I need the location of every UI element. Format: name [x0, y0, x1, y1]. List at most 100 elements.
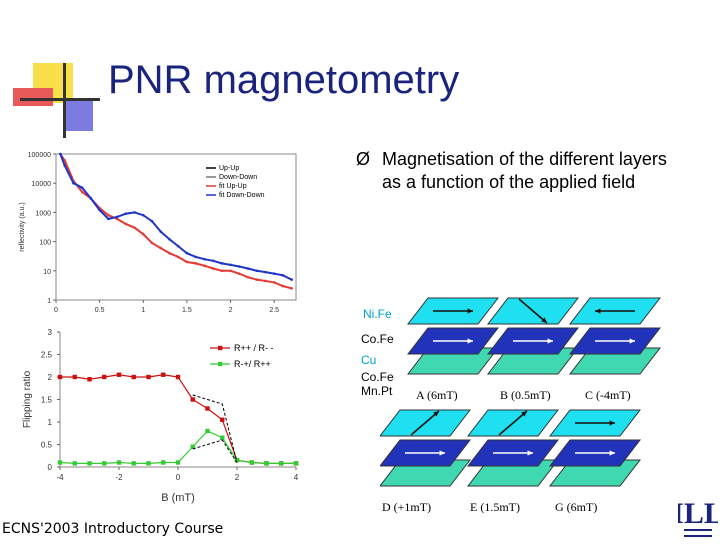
x-tick-label: -4	[56, 473, 64, 482]
title-deco-red-square	[13, 88, 53, 106]
magnetization-arrow-top-head	[595, 308, 601, 314]
data-point	[175, 374, 181, 380]
layer-label-nife: Ni.Fe	[363, 307, 392, 321]
page-title: PNR magnetometry	[108, 58, 460, 102]
footer-text: ECNS'2003 Introductory Course	[2, 521, 224, 537]
legend-entry: Down-Down	[219, 174, 257, 181]
data-point	[98, 208, 101, 212]
data-point	[220, 417, 225, 422]
data-point	[161, 372, 166, 377]
data-point	[124, 212, 128, 216]
config-label-a: A (6mT)	[416, 388, 458, 402]
legend-entry: R-+/ R++	[234, 359, 271, 369]
magnetization-arrow-middle-head	[609, 450, 615, 456]
data-point	[211, 259, 215, 263]
magnetization-arrow-top	[410, 410, 440, 436]
magnetization-arrow-top	[518, 298, 548, 324]
magnetization-arrow-middle-head	[629, 338, 635, 344]
legend-entry: fit Up-Up	[219, 183, 247, 190]
data-point	[290, 278, 293, 281]
x-tick-label: 0	[54, 307, 58, 314]
magnetization-arrow-top-head	[609, 420, 615, 426]
y-tick-label: 3	[48, 328, 53, 337]
data-point	[102, 461, 107, 466]
data-point	[57, 374, 63, 380]
data-point	[194, 262, 197, 265]
series-line-1	[59, 153, 293, 281]
data-point	[194, 255, 197, 259]
bullet-arrow-icon: Ø	[356, 149, 371, 169]
data-point	[205, 428, 210, 434]
data-point	[59, 152, 62, 156]
data-point	[185, 251, 189, 255]
data-point	[116, 460, 122, 465]
data-point	[211, 267, 215, 270]
data-point	[220, 262, 224, 265]
data-point	[205, 406, 210, 411]
magnetization-arrow-middle-head	[547, 338, 553, 344]
data-point	[146, 374, 151, 380]
y-tick-label: 2.5	[41, 351, 53, 360]
data-point	[72, 181, 75, 185]
data-point	[220, 435, 225, 440]
data-point	[87, 377, 92, 382]
data-point	[237, 265, 241, 268]
magnetization-arrow-middle-head	[527, 450, 533, 456]
plot-area	[55, 153, 297, 301]
y-tick-label: 0.5	[41, 441, 53, 450]
data-point	[141, 213, 145, 217]
data-point	[176, 255, 180, 259]
legend-entry: fit Down-Down	[219, 192, 265, 199]
data-point	[279, 461, 284, 466]
data-point	[161, 460, 166, 465]
logo-text: ILL	[678, 497, 718, 530]
y-tick-label: 10	[43, 269, 51, 276]
data-point	[168, 251, 171, 255]
data-point	[72, 461, 77, 466]
legend-entry: Up-Up	[219, 165, 239, 172]
magnetization-arrow-top-head	[467, 308, 473, 314]
data-point	[115, 215, 119, 219]
data-point	[80, 186, 84, 190]
bullet-text: Magnetisation of the different layers as…	[382, 149, 667, 192]
data-point	[255, 269, 259, 273]
data-point	[264, 270, 267, 274]
y-tick-label: 1000	[35, 210, 51, 217]
data-point	[249, 460, 254, 465]
data-point	[237, 272, 241, 275]
data-point	[159, 246, 163, 250]
magnetization-arrow-middle-head	[439, 450, 445, 456]
ill-logo: ILL	[678, 485, 718, 545]
layer-label-cofe-bottom: Co.Fe	[361, 370, 394, 384]
layer-label-cofe-top: Co.Fe	[361, 332, 394, 346]
data-point	[80, 190, 84, 194]
data-point	[168, 237, 171, 241]
data-point	[131, 461, 136, 466]
config-label-c: C (-4mT)	[585, 388, 631, 402]
data-point	[89, 197, 93, 200]
y-tick-label: 1.5	[41, 396, 53, 405]
data-point	[281, 284, 285, 288]
data-point	[133, 211, 136, 214]
data-point	[264, 279, 267, 283]
data-point	[234, 458, 240, 463]
x-axis-label: B (mT)	[161, 492, 195, 504]
y-tick-label: 1	[48, 418, 53, 427]
y-tick-label: 100	[39, 240, 51, 247]
x-tick-label: 1	[141, 307, 145, 314]
magnetization-arrow-top	[498, 410, 528, 436]
data-point	[281, 274, 285, 277]
x-tick-label: 0	[176, 473, 181, 482]
data-point	[185, 260, 189, 264]
x-tick-label: 2	[235, 473, 240, 482]
data-point	[115, 217, 119, 221]
data-point	[246, 275, 250, 279]
data-point	[290, 287, 293, 290]
y-tick-label: 2	[48, 373, 53, 382]
x-tick-label: 4	[294, 473, 299, 482]
x-tick-label: 2.5	[269, 307, 279, 314]
legend-marker	[218, 361, 223, 367]
x-tick-label: 0.5	[95, 307, 105, 314]
